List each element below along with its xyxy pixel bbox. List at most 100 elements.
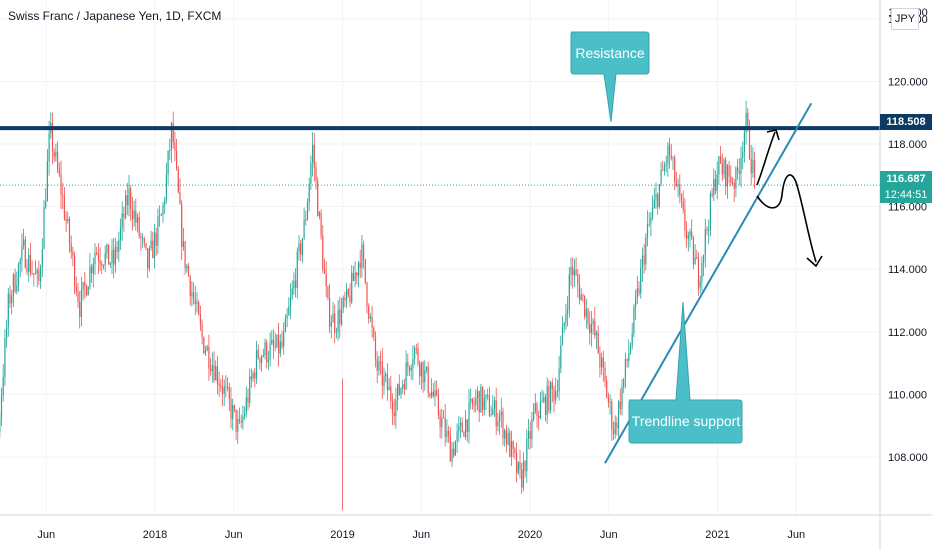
candle-body [225,386,227,388]
candle-body [373,328,375,338]
candle-body [172,123,174,143]
candle-body [529,430,531,439]
y-tick-label: 112.000 [888,327,927,339]
candle-body [584,295,586,317]
candle-body [548,385,550,411]
candle-body [216,366,218,384]
candle-body [595,332,598,336]
candle-body [244,413,246,417]
candle-body [706,228,708,231]
currency-badge[interactable]: JPY [891,8,919,30]
candle-body [272,339,275,347]
candle-body [424,369,426,383]
candle-body [267,359,269,363]
candle-body [179,191,181,204]
candle-body [563,322,565,327]
candle-body [570,267,572,275]
candle-body [308,183,310,203]
candle-body [487,394,489,396]
candle-body [254,372,256,379]
candle-body [553,389,555,401]
candle-body [199,314,201,325]
candle-body [708,230,710,232]
candle-body [626,359,628,362]
candle-body [318,212,320,217]
candle-body [466,419,468,433]
candle-body [417,348,419,364]
candle-body [398,384,400,395]
candle-body [623,378,625,387]
candle-body [631,333,633,346]
candle-body [453,448,455,456]
candle-body [696,257,698,259]
candle-body [322,235,324,270]
candle-body [181,203,183,247]
candle-body [730,176,732,183]
candle-body [504,430,506,439]
candle-body [74,255,76,287]
candle-body [490,414,492,416]
candle-body [317,180,319,217]
candle-body [220,385,222,388]
candle-body [468,401,470,433]
candle-body [578,284,581,301]
candle-body [488,395,490,416]
candle-body [99,260,101,264]
candle-body [91,266,93,274]
candle-body [6,326,8,339]
candle-body [123,213,125,219]
candle-body [339,309,341,325]
candle-body [500,411,502,416]
candle-body [4,338,6,377]
candle-body [301,238,303,255]
candle-body [383,375,385,386]
candle-body [126,195,128,206]
candle-body [303,219,305,239]
candle-body [544,397,547,416]
candle-body [648,223,650,225]
candle-body [580,294,582,301]
candle-body [526,438,528,472]
candle-body [403,384,405,390]
candle-body [136,217,139,223]
candle-body [312,144,314,164]
candle-body [427,366,429,394]
resistance-callout[interactable] [570,31,650,123]
candle-body [29,254,31,274]
candle-body [147,248,149,269]
candle-body [215,366,217,381]
candle-body [645,237,647,265]
candle-body [754,160,756,178]
candle-body [397,384,399,400]
candle-body [201,324,203,338]
candle-body [391,401,394,412]
candle-body [162,205,164,215]
candle-body [284,318,286,332]
candle-body [9,293,11,304]
candle-body [594,320,596,336]
x-tick-label: Jun [37,529,55,541]
candle-body [670,155,672,159]
candle-body [176,150,178,169]
candle-body [138,217,140,237]
candle-body [747,112,749,126]
candle-body [517,461,519,474]
candle-body [483,398,485,410]
trendline-callout-label: Trendline support [632,413,741,429]
candle-body [550,382,552,411]
candle-body [624,359,626,379]
candle-body [509,432,511,457]
candle-body [521,469,523,488]
candle-body [252,372,254,379]
candle-body [439,415,441,428]
candle-body [232,405,234,420]
trendline-callout[interactable] [628,301,743,444]
candle-body [704,228,706,255]
candle-body [17,264,20,286]
y-tick-label: 118.000 [888,139,927,151]
candle-body [482,386,484,410]
candle-body [752,160,754,174]
